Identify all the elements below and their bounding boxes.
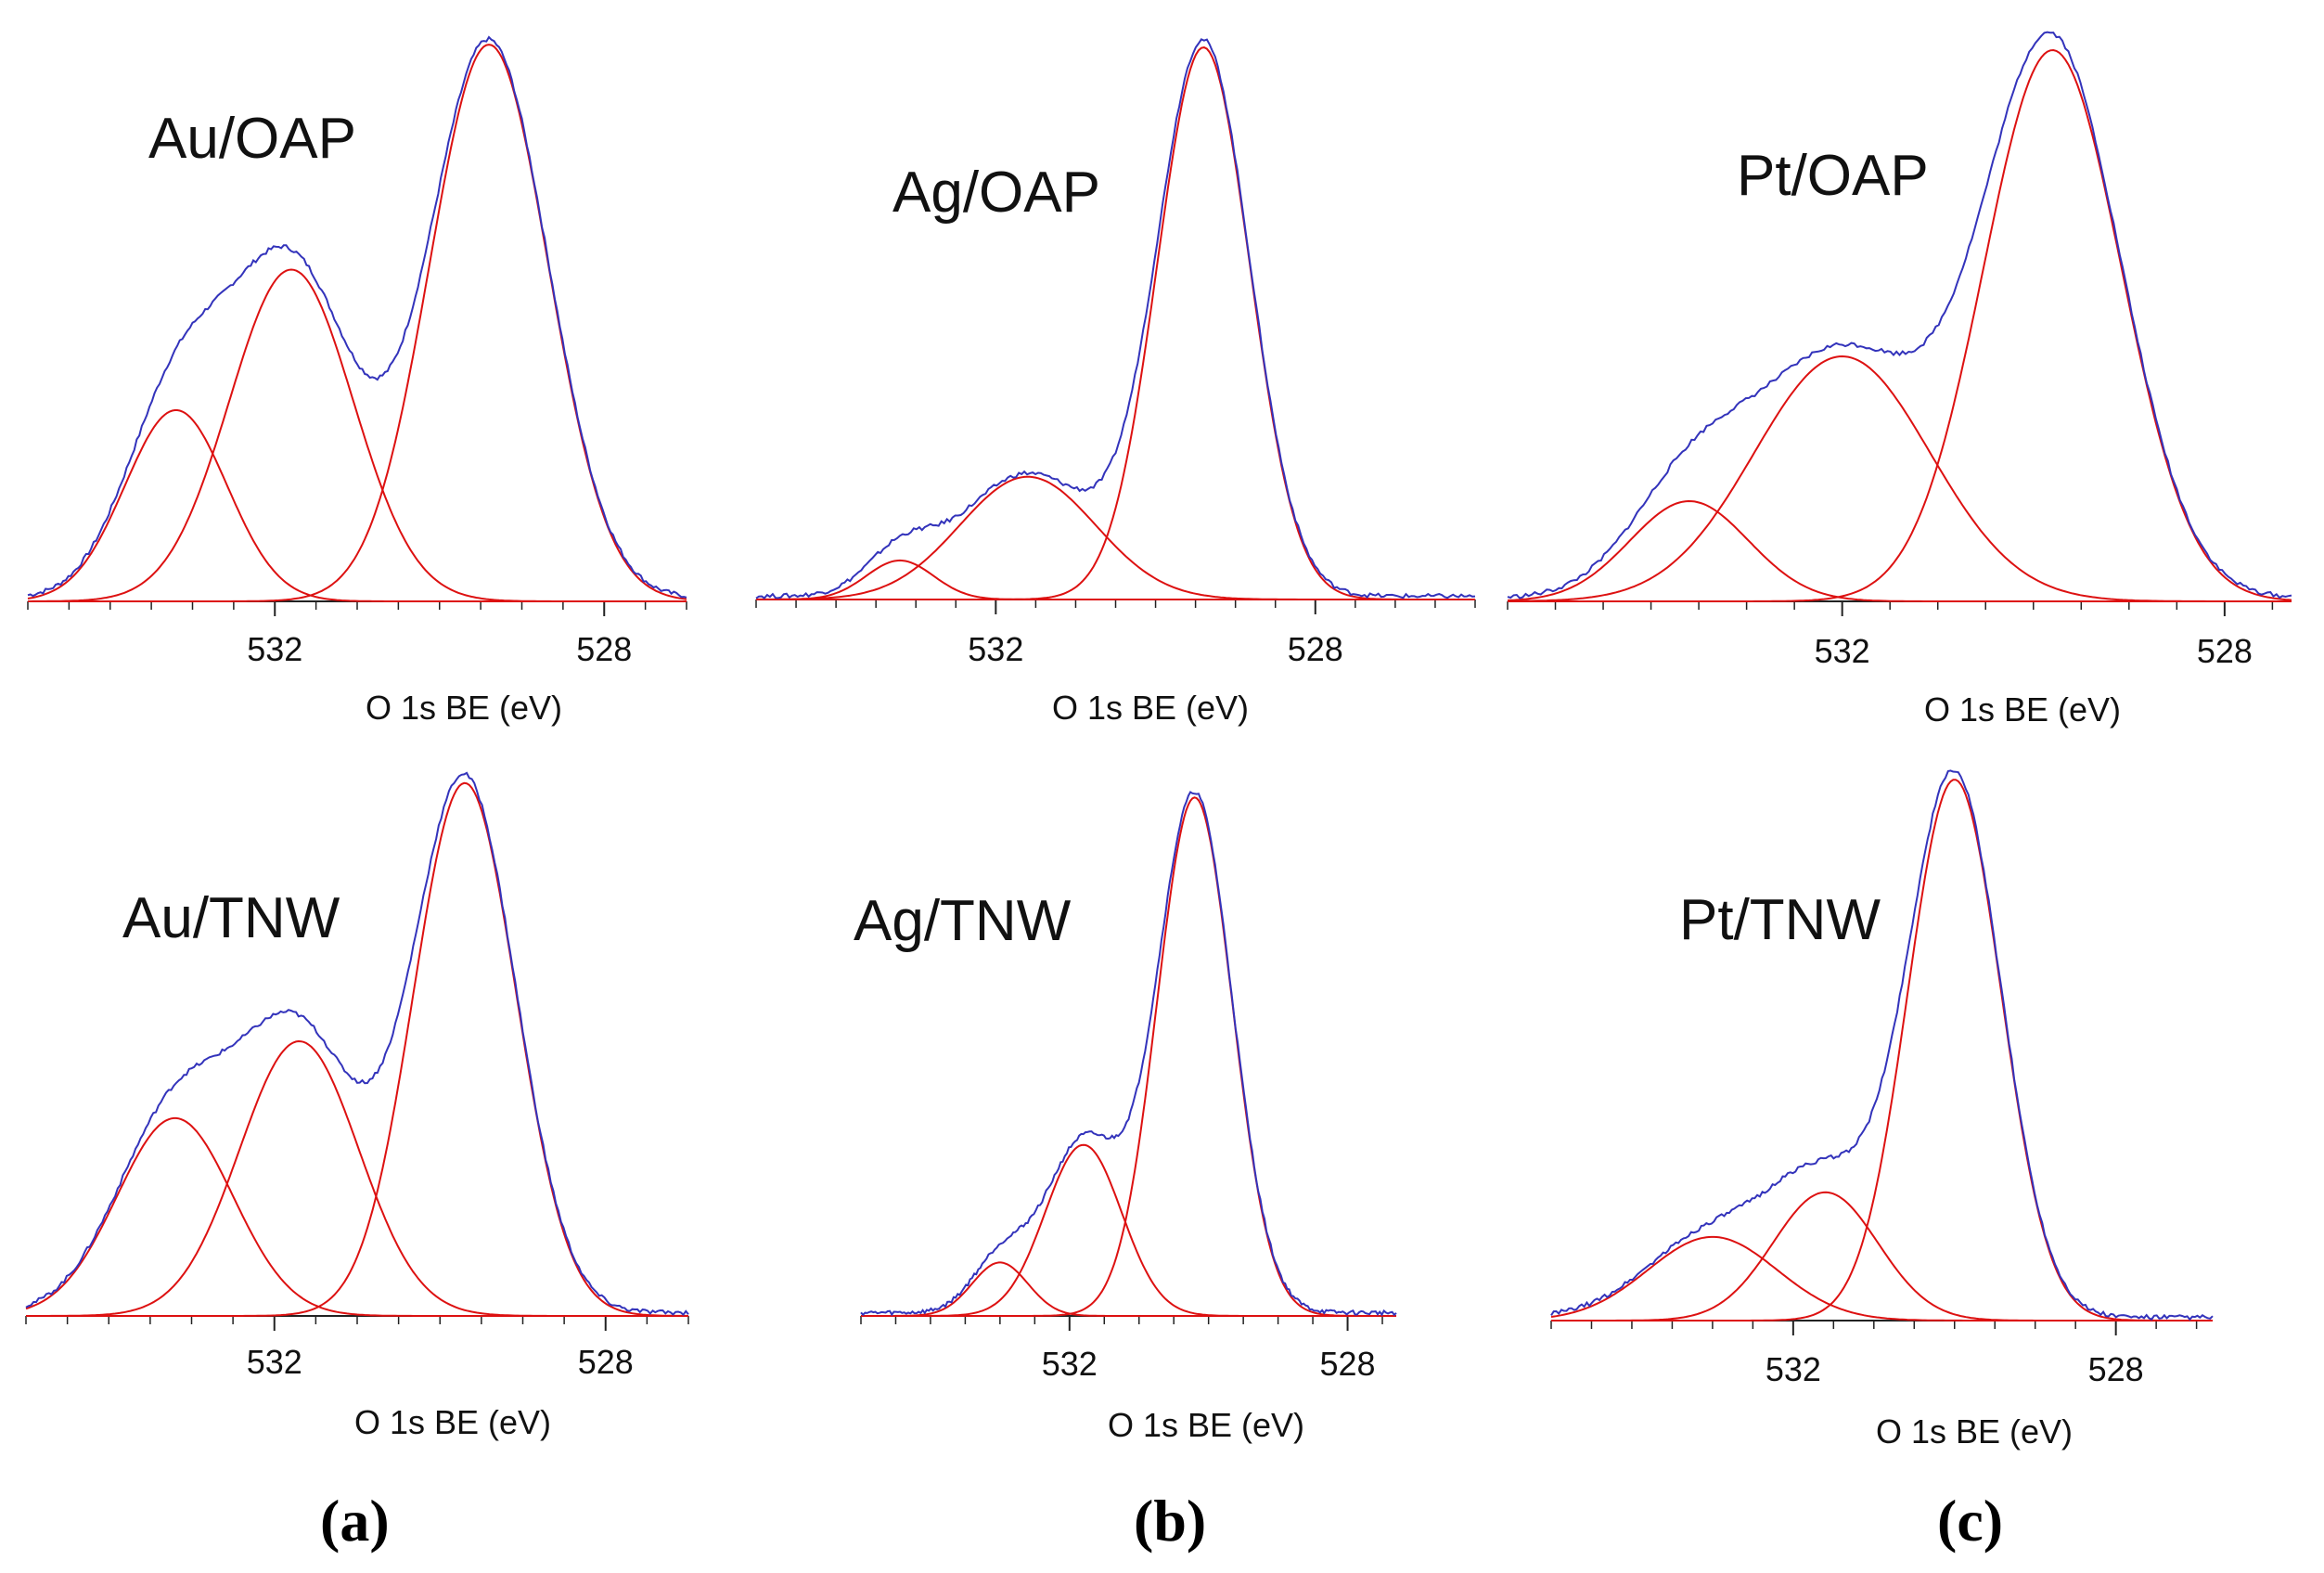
- x-axis-label: O 1s BE (eV): [366, 689, 562, 727]
- x-axis-label: O 1s BE (eV): [1052, 689, 1249, 727]
- x-tick-label: 528: [1320, 1345, 1376, 1383]
- component-peak-1: [1507, 499, 2292, 602]
- component-peak-2: [28, 268, 687, 602]
- chart-title: Pt/TNW: [1679, 888, 1881, 952]
- x-tick-label: 532: [968, 630, 1023, 668]
- x-axis-label: O 1s BE (eV): [1108, 1406, 1304, 1444]
- component-peak-3: [26, 781, 689, 1317]
- component-peak-3: [1508, 48, 2292, 602]
- component-peak-1: [861, 1261, 1396, 1317]
- component-peak-2: [755, 475, 1475, 600]
- envelope-spectrum: [1507, 31, 2292, 600]
- component-peak-2: [26, 1039, 688, 1317]
- x-tick-label: 528: [578, 1343, 634, 1381]
- envelope-spectrum: [27, 35, 687, 599]
- component-peak-2: [861, 1143, 1396, 1317]
- x-tick-label: 528: [2197, 632, 2253, 670]
- component-peak-1: [27, 409, 687, 602]
- x-tick-label: 528: [1288, 630, 1343, 668]
- chart-au-oap: 532 528 O 1s BE (eV) Au/OAP: [27, 35, 687, 727]
- x-tick-label: 532: [247, 1343, 302, 1381]
- x-tick-label: 532: [247, 630, 302, 668]
- x-axis-label: O 1s BE (eV): [354, 1403, 551, 1441]
- envelope-spectrum: [1550, 769, 2214, 1322]
- panel-label-a: (a): [320, 1488, 390, 1554]
- x-tick-label: 528: [576, 630, 632, 668]
- chart-pt-oap: 532 528 O 1s BE (eV) Pt/OAP: [1507, 31, 2292, 728]
- component-peak-3: [28, 44, 687, 602]
- chart-title: Ag/OAP: [892, 161, 1100, 225]
- x-tick-label: 528: [2088, 1350, 2144, 1388]
- envelope-spectrum: [755, 38, 1476, 600]
- component-peak-3: [861, 796, 1396, 1317]
- chart-title: Ag/TNW: [854, 889, 1072, 953]
- x-axis-label: O 1s BE (eV): [1924, 690, 2121, 728]
- panel-label-c: (c): [1937, 1488, 2004, 1554]
- x-tick-label: 532: [1815, 632, 1870, 670]
- panel-label-b: (b): [1134, 1488, 1207, 1554]
- chart-pt-tnw: 532 528 O 1s BE (eV) Pt/TNW: [1550, 769, 2214, 1451]
- x-tick-label: 532: [1042, 1345, 1098, 1383]
- chart-au-tnw: 532 528 O 1s BE (eV) Au/TNW: [25, 771, 689, 1441]
- chart-title: Au/OAP: [148, 107, 356, 171]
- x-tick-label: 532: [1765, 1350, 1821, 1388]
- chart-ag-tnw: 532 528 O 1s BE (eV) Ag/TNW: [854, 791, 1397, 1444]
- component-peak-3: [756, 46, 1475, 600]
- chart-ag-oap: 532 528 O 1s BE (eV) Ag/OAP: [755, 38, 1476, 727]
- chart-title: Pt/OAP: [1737, 144, 1929, 208]
- envelope-spectrum: [25, 771, 689, 1317]
- component-peak-3: [1551, 779, 2213, 1322]
- component-peak-2: [1551, 1191, 2213, 1322]
- envelope-spectrum: [860, 791, 1397, 1317]
- x-axis-label: O 1s BE (eV): [1876, 1412, 2073, 1451]
- chart-title: Au/TNW: [122, 886, 340, 950]
- component-peak-2: [1508, 355, 2292, 602]
